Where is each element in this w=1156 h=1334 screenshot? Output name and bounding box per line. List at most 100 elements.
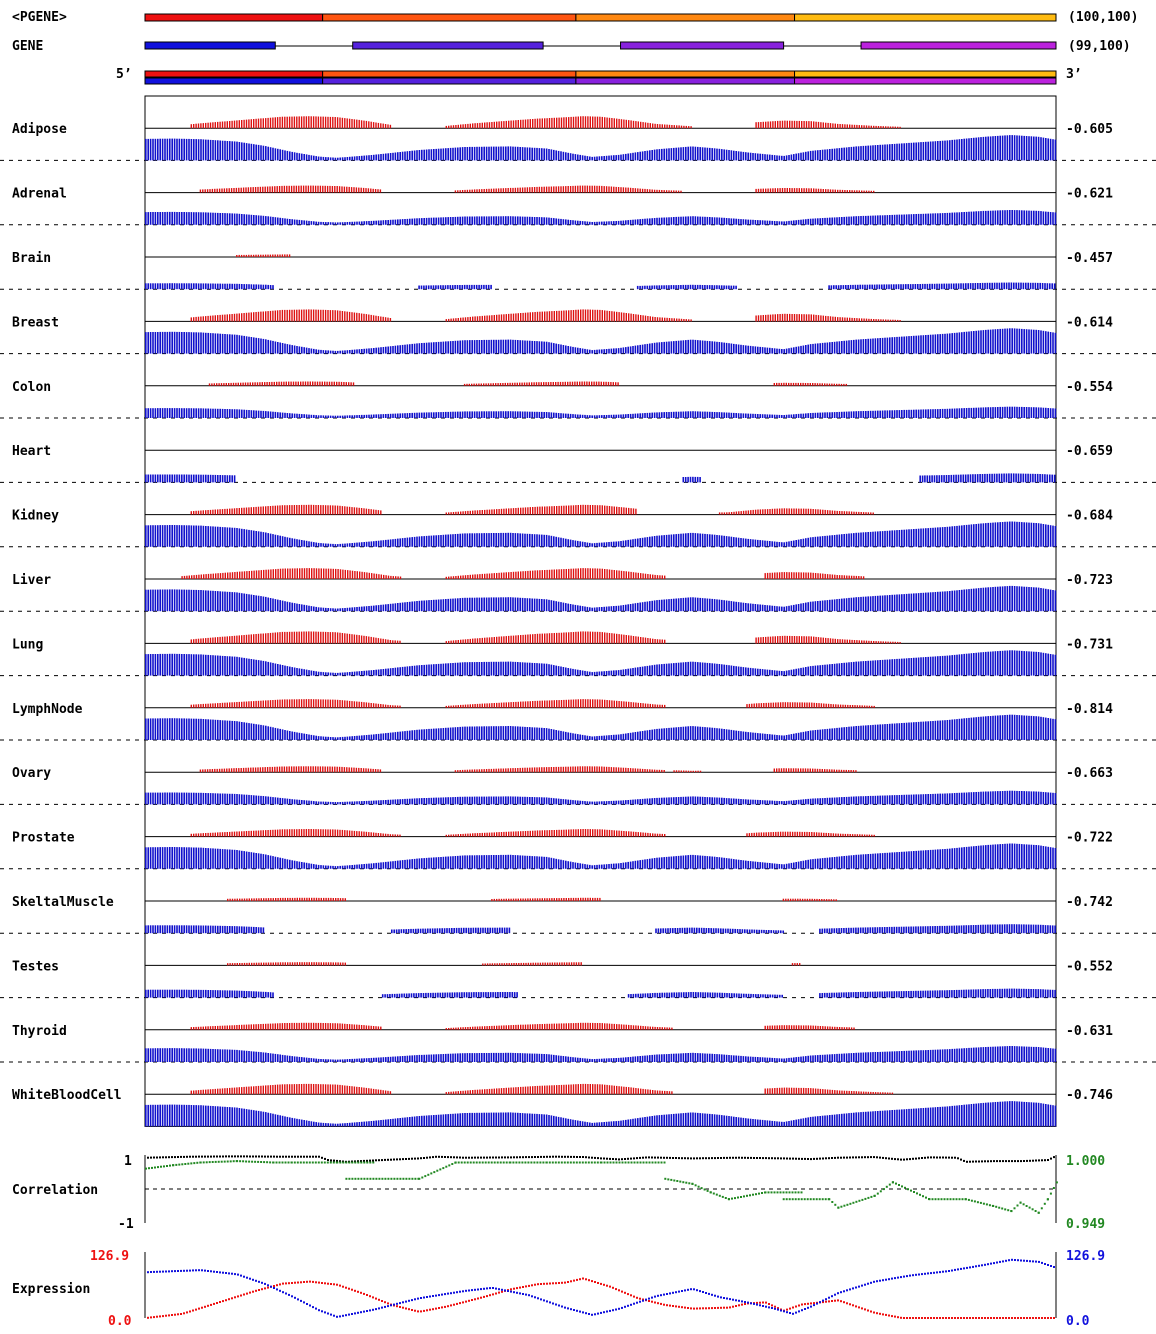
blue-bar — [267, 662, 269, 676]
red-bar — [486, 638, 487, 644]
red-bar — [618, 701, 619, 708]
red-bar — [645, 704, 646, 708]
blue-bar — [959, 408, 961, 418]
blue-bar — [1011, 650, 1013, 675]
red-bar — [854, 705, 855, 708]
blue-bar — [659, 285, 661, 289]
red-bar — [833, 704, 834, 708]
blue-bar — [435, 600, 437, 612]
red-bar — [203, 574, 204, 579]
blue-bar — [203, 526, 205, 547]
blue-bar — [829, 342, 831, 353]
red-bar — [484, 638, 485, 644]
blue-bar — [687, 477, 689, 483]
blue-bar — [642, 413, 644, 418]
red-bar — [370, 189, 371, 193]
red-bar — [472, 511, 473, 515]
blue-bar — [174, 654, 176, 676]
red-bar — [784, 636, 785, 644]
blue-bar — [191, 475, 193, 483]
red-bar — [782, 121, 783, 129]
blue-bar — [471, 533, 473, 547]
blue-bar — [1002, 522, 1004, 547]
blue-bar — [755, 220, 757, 225]
red-bar — [207, 638, 208, 644]
red-bar — [323, 632, 324, 644]
blue-bar — [970, 283, 972, 289]
blue-bar — [397, 603, 399, 611]
red-bar — [315, 116, 316, 128]
blue-bar — [491, 662, 493, 676]
blue-bar — [279, 600, 281, 611]
blue-bar — [752, 220, 754, 225]
blue-bar — [507, 411, 509, 418]
blue-bar — [743, 667, 745, 676]
red-bar — [488, 383, 489, 386]
blue-bar — [428, 729, 430, 740]
red-bar — [585, 699, 586, 708]
red-bar — [196, 575, 197, 579]
blue-bar — [843, 285, 845, 289]
blue-bar — [936, 284, 938, 290]
blue-bar — [395, 220, 397, 225]
blue-bar — [375, 670, 377, 676]
blue-bar — [287, 666, 289, 676]
red-bar — [259, 382, 260, 386]
blue-bar — [961, 525, 963, 546]
red-bar — [545, 382, 546, 386]
blue-bar — [923, 142, 925, 160]
red-bar — [205, 574, 206, 579]
red-bar — [586, 382, 587, 386]
blue-bar — [481, 411, 483, 418]
red-bar — [828, 704, 829, 708]
red-bar — [880, 319, 881, 321]
blue-bar — [690, 216, 692, 225]
blue-bar — [147, 408, 149, 418]
red-bar — [354, 507, 355, 514]
red-bar — [590, 310, 591, 322]
blue-bar — [236, 528, 238, 547]
blue-bar — [426, 729, 428, 740]
blue-bar — [152, 718, 154, 740]
red-bar — [842, 317, 843, 321]
red-bar — [775, 703, 776, 708]
blue-bar — [409, 666, 411, 675]
blue-bar — [632, 539, 634, 547]
blue-bar — [270, 285, 272, 289]
red-bar — [501, 573, 502, 579]
red-bar — [754, 704, 755, 708]
blue-bar — [284, 218, 286, 224]
blue-bar — [999, 283, 1001, 290]
red-bar — [257, 187, 258, 193]
blue-bar — [395, 668, 397, 676]
blue-bar — [671, 285, 673, 289]
red-bar — [630, 188, 631, 193]
blue-bar — [330, 608, 332, 611]
blue-bar — [162, 283, 164, 289]
red-bar — [225, 573, 226, 579]
red-bar — [501, 703, 502, 708]
blue-bar — [378, 605, 380, 611]
red-bar — [243, 120, 244, 128]
blue-bar — [342, 222, 344, 225]
red-bar — [796, 314, 797, 321]
red-bar — [291, 310, 292, 322]
red-bar — [789, 314, 790, 322]
red-bar — [282, 632, 283, 644]
blue-bar — [733, 666, 735, 676]
red-bar — [791, 636, 792, 643]
red-bar — [218, 383, 219, 386]
red-bar — [534, 507, 535, 515]
red-bar — [279, 255, 280, 258]
blue-bar — [390, 733, 392, 740]
blue-bar — [877, 215, 879, 224]
red-bar — [299, 310, 300, 322]
red-bar — [654, 124, 655, 128]
blue-bar — [855, 146, 857, 160]
blue-bar — [349, 415, 351, 418]
blue-bar — [383, 414, 385, 418]
red-bar — [832, 575, 833, 580]
red-bar — [243, 313, 244, 321]
red-bar — [787, 188, 788, 193]
blue-bar — [853, 598, 855, 612]
